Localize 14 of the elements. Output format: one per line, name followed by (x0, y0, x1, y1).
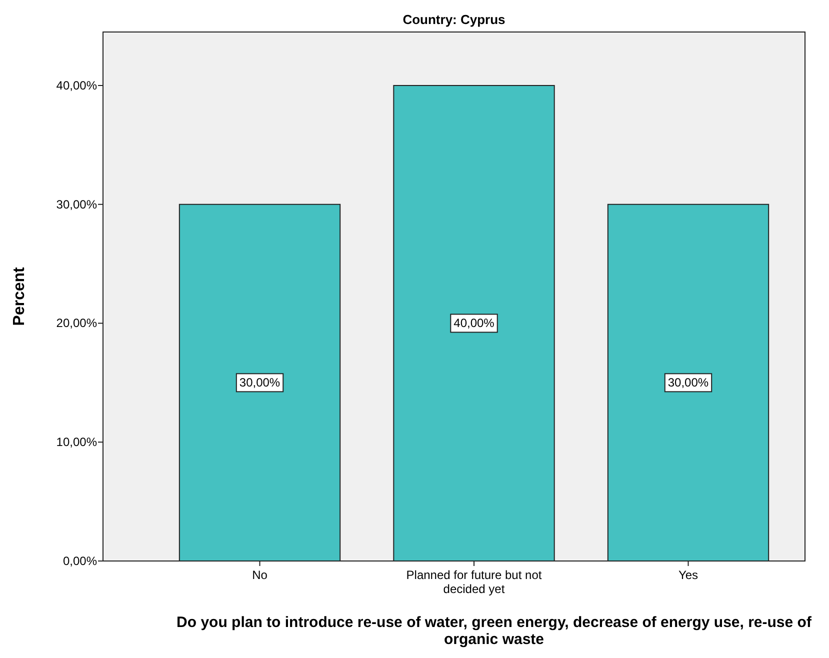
data-label: 30,00% (668, 376, 709, 390)
data-label: 30,00% (239, 376, 280, 390)
data-label: 40,00% (454, 316, 495, 330)
x-axis-title: Do you plan to introduce re-use of water, green energy, decrease of energy use, re-use of organic waste (176, 614, 812, 648)
y-tick-label: 30,00% (56, 197, 98, 212)
chart-title: Country: Cyprus (402, 12, 506, 27)
y-tick-label: 0,00% (62, 554, 98, 568)
y-tick-label: 40,00% (56, 78, 98, 92)
y-tick-label: 20,00% (56, 316, 98, 330)
y-axis-title: Percent (11, 266, 28, 326)
x-tick-label: Yes (678, 568, 698, 582)
x-tick-label: Planned for future but not decided yet (406, 568, 542, 596)
x-tick-label: No (252, 568, 268, 582)
y-tick-label: 10,00% (56, 435, 98, 450)
